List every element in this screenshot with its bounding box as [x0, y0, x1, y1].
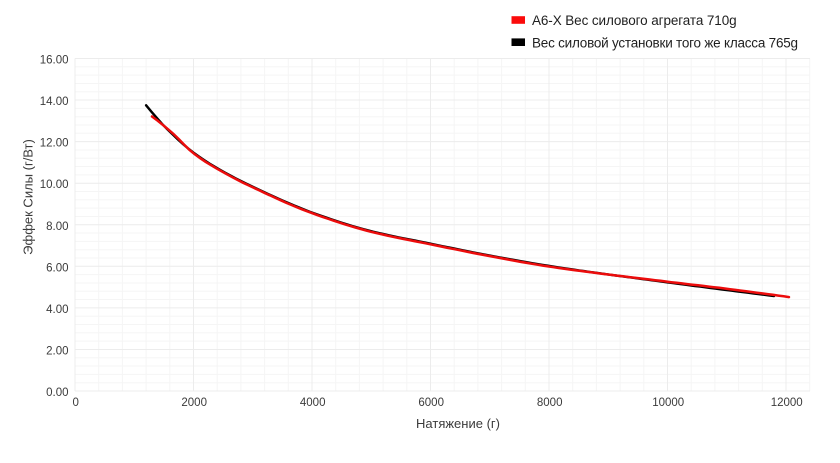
- svg-text:12.00: 12.00: [40, 138, 69, 150]
- svg-text:8.00: 8.00: [46, 221, 68, 233]
- svg-text:2000: 2000: [181, 397, 207, 409]
- svg-text:0.00: 0.00: [46, 387, 68, 399]
- svg-text:10000: 10000: [652, 397, 684, 409]
- svg-text:6000: 6000: [418, 397, 444, 409]
- svg-text:8000: 8000: [537, 397, 563, 409]
- svg-text:Эффек Силы (г/Вт): Эффек Силы (г/Вт): [21, 139, 36, 255]
- svg-text:12000: 12000: [771, 397, 803, 409]
- svg-text:16.00: 16.00: [40, 55, 69, 67]
- svg-text:4000: 4000: [300, 397, 326, 409]
- svg-text:4.00: 4.00: [46, 304, 68, 316]
- svg-text:2.00: 2.00: [46, 345, 68, 357]
- svg-text:14.00: 14.00: [40, 96, 69, 108]
- svg-text:6.00: 6.00: [46, 262, 68, 274]
- svg-text:Вес силовой установки того же: Вес силовой установки того же класса 765…: [532, 35, 798, 50]
- svg-text:Натяжение (г): Натяжение (г): [416, 416, 500, 431]
- svg-text:10.00: 10.00: [40, 179, 69, 191]
- svg-text:A6-X Вес силового агрегата 710: A6-X Вес силового агрегата 710g: [532, 13, 737, 28]
- svg-text:0: 0: [72, 397, 78, 409]
